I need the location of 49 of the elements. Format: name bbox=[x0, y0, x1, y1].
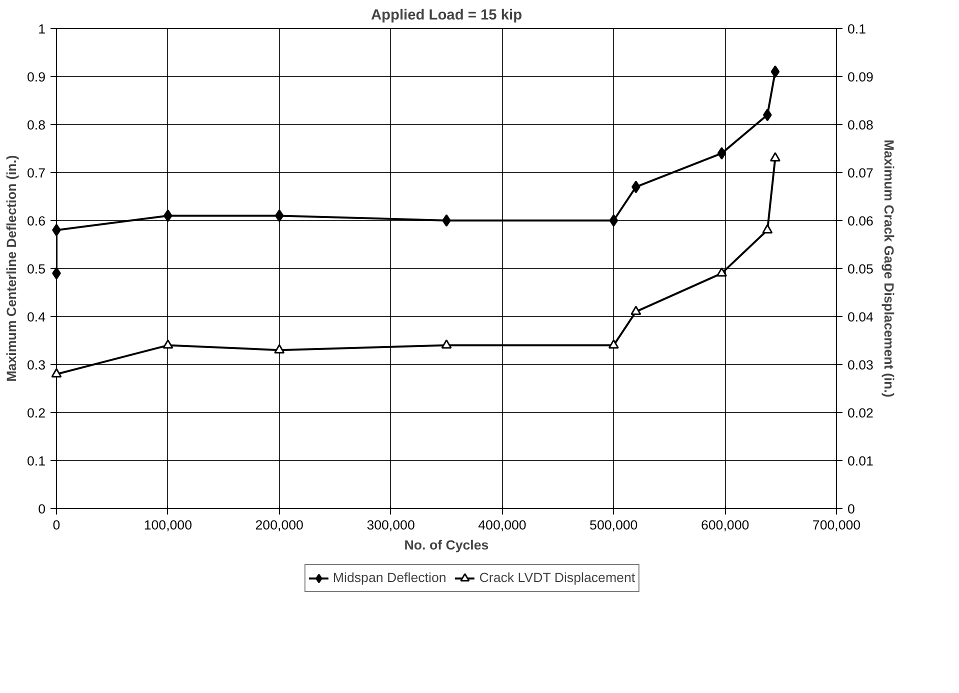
y-tick-label: 0.1 bbox=[26, 454, 46, 468]
point bbox=[630, 306, 642, 316]
y-tick-label: 0.3 bbox=[26, 358, 46, 372]
y-tick-label: 0.9 bbox=[26, 70, 46, 84]
x-tick-label: 400,000 bbox=[478, 518, 526, 532]
x-tick-label: 500,000 bbox=[590, 518, 638, 532]
y2-tick-label: 0.09 bbox=[848, 70, 874, 84]
y2-tick-label: 0.01 bbox=[848, 454, 874, 468]
x-axis-title: No. of Cycles bbox=[404, 538, 489, 552]
y2-tick-label: 0.04 bbox=[848, 310, 874, 324]
y2-axis-title: Maximum Crack Gage Displacement (in.) bbox=[881, 140, 896, 398]
x-tick-label: 300,000 bbox=[366, 518, 415, 532]
point bbox=[770, 65, 780, 78]
y-tick-label: 0 bbox=[38, 502, 46, 516]
y2-tick-label: 0.1 bbox=[848, 22, 866, 36]
y2-tick-label: 0.03 bbox=[848, 358, 874, 372]
y-tick-label: 0.6 bbox=[26, 214, 46, 228]
point bbox=[609, 214, 618, 227]
y2-tick-label: 0.08 bbox=[848, 118, 874, 132]
point bbox=[770, 152, 780, 162]
chart-title: Applied Load = 15 kip bbox=[370, 8, 522, 24]
point bbox=[441, 339, 452, 349]
y-axis-title: Maximum Centerline Deflection (in.) bbox=[4, 155, 19, 382]
legend-label: Midspan Deflection bbox=[332, 570, 446, 585]
y2-tick-label: 0.05 bbox=[848, 262, 874, 276]
point bbox=[51, 368, 62, 378]
x-tick-label: 200,000 bbox=[255, 518, 304, 532]
y-tick-label: 0.2 bbox=[26, 406, 46, 420]
y2-tick-label: 0.06 bbox=[848, 214, 874, 228]
point bbox=[762, 224, 773, 234]
point bbox=[162, 339, 174, 349]
y-tick-label: 0.4 bbox=[26, 310, 46, 324]
y-tick-label: 1 bbox=[38, 22, 46, 36]
y-tick-label: 0.8 bbox=[26, 118, 46, 132]
point bbox=[608, 339, 619, 349]
x-tick-label: 600,000 bbox=[700, 518, 750, 532]
point bbox=[716, 267, 727, 277]
x-tick-label: 0 bbox=[52, 518, 60, 532]
legend-label: Crack LVDT Displacement bbox=[479, 570, 636, 585]
y-tick-label: 0.5 bbox=[26, 262, 46, 276]
y2-tick-label: 0 bbox=[848, 502, 855, 516]
y2-tick-label: 0.07 bbox=[848, 166, 874, 180]
y-tick-label: 0.7 bbox=[26, 166, 46, 180]
x-tick-label: 100,000 bbox=[144, 518, 192, 532]
point bbox=[717, 147, 726, 160]
x-tick-label: 700,000 bbox=[812, 518, 861, 532]
point bbox=[274, 209, 284, 222]
y2-tick-label: 0.02 bbox=[848, 406, 874, 420]
point bbox=[274, 344, 285, 354]
